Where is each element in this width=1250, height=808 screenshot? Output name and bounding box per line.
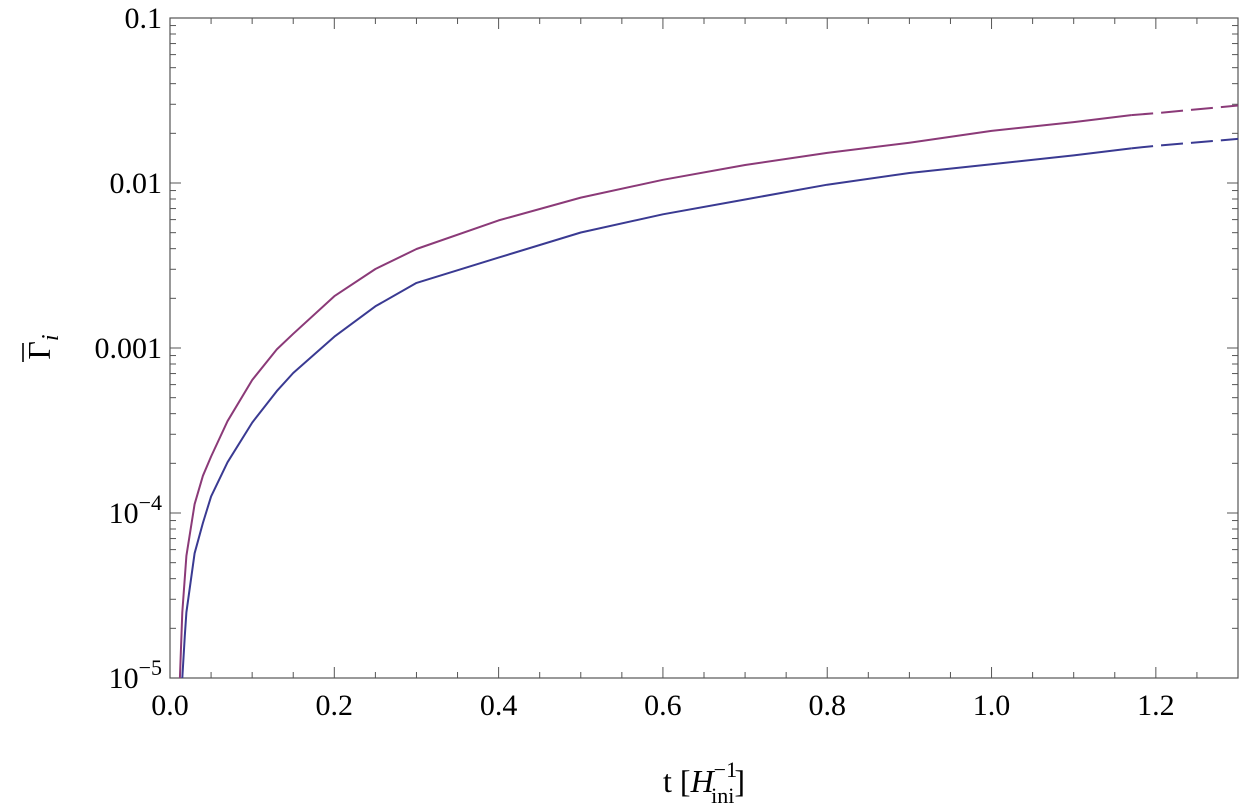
x-axis-ticks — [169, 18, 1239, 678]
y-tick-label: 0.01 — [110, 167, 163, 200]
x-tick-label: 0.8 — [808, 689, 846, 722]
x-axis-label-sub: ini — [711, 783, 734, 808]
x-tick-label: 1.2 — [1137, 689, 1175, 722]
y-axis-label: Γi — [21, 334, 64, 362]
x-axis-label-suffix: ] — [734, 763, 745, 799]
y-tick-label: 10−5 — [109, 655, 162, 695]
x-tick-label: 0.2 — [316, 689, 354, 722]
y-axis-ticks — [170, 17, 1238, 679]
svg-text:Γi: Γi — [21, 334, 64, 359]
series-1-dashed-line — [1131, 104, 1239, 117]
series-2-dashed-line — [1131, 137, 1239, 150]
x-axis-tick-labels: 0.0 0.2 0.4 0.6 0.8 1.0 1.2 — [151, 689, 1174, 722]
x-tick-label: 0.6 — [644, 689, 682, 722]
x-tick-label: 0.0 — [151, 689, 189, 722]
y-axis-label-sub: i — [38, 334, 64, 341]
series-lines — [178, 104, 1239, 679]
x-axis-label-prefix: t [ — [663, 763, 691, 799]
x-tick-label: 0.4 — [480, 689, 518, 722]
series-2-line — [181, 147, 1132, 679]
series-1-line — [178, 114, 1132, 679]
x-axis-label-base: H — [690, 763, 716, 799]
plot-frame — [169, 17, 1239, 679]
x-axis-label: t [H−1 ini] — [663, 757, 745, 808]
y-axis-tick-labels: 10−5 10−4 0.001 0.01 0.1 — [95, 2, 163, 695]
y-axis-label-base: Γ — [21, 341, 57, 360]
x-tick-label: 1.0 — [973, 689, 1011, 722]
x-axis-label-sup: −1 — [714, 757, 737, 782]
y-tick-label: 10−4 — [109, 490, 162, 530]
y-tick-label: 0.1 — [125, 2, 163, 35]
y-tick-label: 0.001 — [95, 332, 163, 365]
